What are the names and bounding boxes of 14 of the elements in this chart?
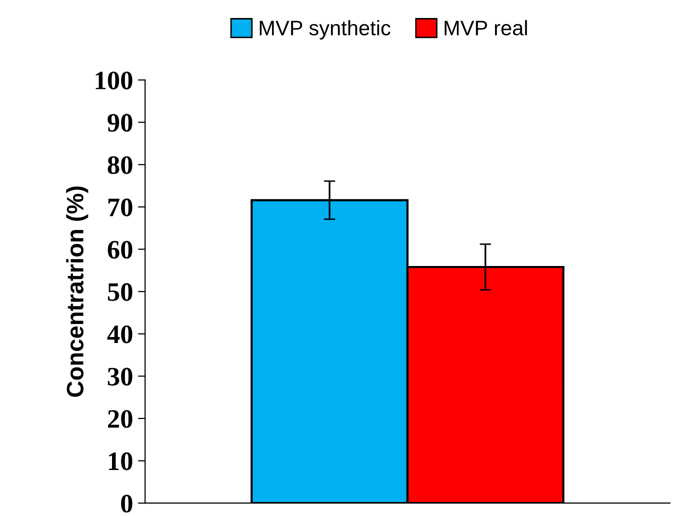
- y-tick-label: 0: [121, 494, 132, 513]
- y-axis-title: Concentratrion (%): [66, 186, 88, 397]
- y-tick-label: 10: [109, 452, 132, 470]
- y-tick-label: 70: [108, 198, 132, 216]
- y-tick-label: 30: [108, 368, 132, 386]
- y-tick-label: 80: [108, 156, 132, 174]
- y-tick-label: 20: [108, 410, 132, 428]
- y-tick-label: 50: [108, 283, 132, 301]
- legend-label: MVP synthetic: [260, 20, 390, 40]
- legend-label: MVP real: [444, 20, 527, 36]
- y-tick-label: 40: [107, 325, 132, 344]
- y-tick-label: 100: [96, 72, 132, 90]
- y-tick-label: 90: [108, 114, 132, 132]
- y-tick-label: 60: [108, 240, 132, 259]
